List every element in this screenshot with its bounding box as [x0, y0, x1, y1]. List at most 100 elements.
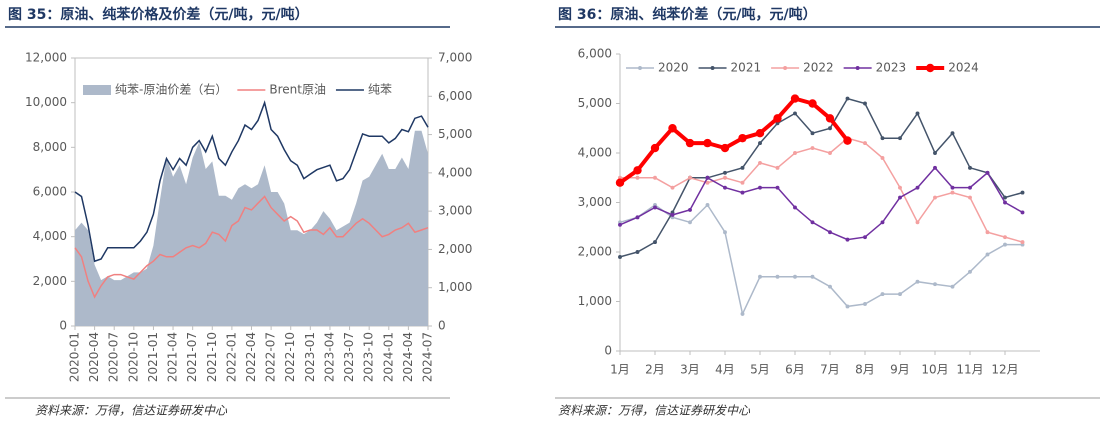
line — [619, 203, 1023, 317]
marker — [705, 203, 710, 207]
marker — [933, 195, 937, 200]
marker — [615, 178, 625, 187]
x-tick-label: 8月 — [855, 363, 875, 377]
marker — [738, 133, 747, 143]
x-tick-label: 2023-04 — [322, 332, 336, 382]
y-tick-label: 0 — [59, 319, 67, 333]
x-tick-label: 6月 — [785, 363, 805, 377]
marker — [898, 185, 902, 190]
x-tick-label: 2023-07 — [342, 332, 356, 382]
marker — [790, 94, 800, 103]
marker — [968, 185, 972, 190]
marker — [775, 185, 780, 190]
marker — [845, 304, 850, 309]
legend-label: 2020 — [658, 61, 689, 75]
y-tick-label: 6,000 — [578, 47, 612, 61]
marker — [863, 302, 867, 306]
y2-tick-label: 5,000 — [438, 127, 472, 141]
marker — [950, 185, 955, 190]
marker — [950, 190, 955, 195]
marker — [810, 131, 815, 136]
x-tick-label: 2022-01 — [224, 332, 238, 382]
marker — [845, 237, 850, 242]
x-tick-label: 2020-10 — [126, 332, 140, 382]
marker — [723, 230, 727, 235]
marker — [915, 185, 920, 190]
marker — [758, 274, 762, 279]
marker — [1020, 240, 1025, 245]
x-tick-label: 11月 — [956, 363, 983, 377]
legend-marker — [925, 63, 935, 73]
x-tick-label: 1月 — [610, 363, 630, 377]
y-tick-label: 4,000 — [33, 229, 67, 243]
x-tick-label: 2022-10 — [283, 332, 297, 382]
x-tick-label: 2021-10 — [205, 332, 219, 382]
marker — [618, 222, 622, 227]
marker — [653, 205, 657, 210]
x-tick-label: 9月 — [890, 363, 910, 377]
x-tick-label: 7月 — [820, 363, 840, 377]
chart-title: 图 36：原油、纯苯价差（元/吨，元/吨） — [558, 6, 817, 23]
marker — [740, 180, 745, 185]
marker — [653, 175, 657, 180]
line — [620, 137, 1023, 243]
chart-title: 图 35：原油、纯苯价格及价差（元/吨，元/吨） — [8, 6, 309, 23]
marker — [985, 170, 990, 175]
marker — [933, 165, 937, 170]
marker — [825, 114, 835, 123]
y-tick-label: 12,000 — [25, 51, 67, 65]
line — [74, 195, 429, 299]
marker — [845, 96, 850, 101]
x-tick-label: 3月 — [680, 363, 700, 377]
legend-label: 2021 — [731, 61, 762, 75]
y-tick-label: 10,000 — [25, 95, 67, 109]
marker — [723, 175, 727, 180]
y2-tick-label: 6,000 — [438, 89, 472, 103]
x-tick-label: 2022-04 — [244, 332, 258, 382]
legend-label: 2024 — [948, 61, 979, 75]
marker — [758, 185, 762, 190]
y-tick-label: 8,000 — [33, 140, 67, 154]
marker — [1003, 242, 1007, 247]
marker — [898, 292, 902, 297]
marker — [653, 240, 657, 245]
x-tick-label: 2023-01 — [303, 332, 317, 382]
marker — [650, 143, 660, 153]
marker — [618, 255, 622, 259]
marker — [828, 151, 832, 155]
marker — [968, 269, 972, 274]
y-tick-label: 0 — [604, 344, 612, 358]
marker — [843, 136, 852, 145]
y2-tick-label: 4,000 — [438, 165, 472, 179]
legend-marker — [783, 66, 788, 70]
marker — [755, 129, 765, 138]
marker — [898, 136, 902, 141]
marker — [863, 101, 867, 106]
marker — [775, 165, 780, 170]
marker — [863, 141, 867, 146]
marker — [985, 230, 990, 235]
x-tick-label: 5月 — [750, 363, 770, 377]
x-tick-label: 2月 — [645, 363, 665, 377]
x-tick-label: 2021-01 — [146, 332, 160, 382]
marker — [880, 292, 885, 297]
marker — [740, 190, 745, 195]
marker — [688, 220, 692, 225]
marker — [758, 141, 762, 146]
marker — [915, 111, 920, 116]
x-tick-label: 2024-07 — [421, 332, 435, 382]
marker — [793, 205, 797, 210]
y2-tick-label: 2,000 — [438, 242, 472, 256]
marker — [968, 195, 972, 200]
source: 资料来源：万得，信达证券研发中心 — [35, 404, 228, 418]
y-tick-label: 1,000 — [578, 294, 612, 308]
marker — [950, 284, 955, 289]
marker — [915, 220, 920, 225]
marker — [1003, 200, 1007, 205]
x-tick-label: 2024-04 — [401, 332, 415, 382]
marker — [635, 250, 640, 254]
marker — [685, 138, 695, 148]
y2-tick-label: 3,000 — [438, 204, 472, 218]
y-tick-label: 4,000 — [578, 146, 612, 160]
